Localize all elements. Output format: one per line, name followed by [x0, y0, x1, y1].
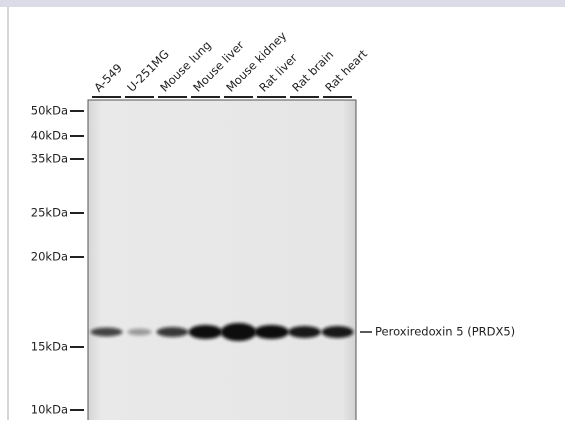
protein-band — [220, 323, 257, 341]
marker-label: 15kDa — [31, 340, 68, 354]
protein-band — [156, 327, 189, 337]
top-border — [0, 0, 565, 7]
protein-band — [127, 328, 152, 336]
band-label: Peroxiredoxin 5 (PRDX5) — [375, 325, 515, 339]
blot-membrane — [87, 99, 357, 424]
marker-label: 10kDa — [31, 403, 68, 417]
protein-band — [288, 326, 321, 338]
marker-label: 40kDa — [31, 129, 68, 143]
protein-band — [254, 325, 289, 339]
protein-band — [90, 327, 123, 337]
marker-label: 25kDa — [31, 206, 68, 220]
marker-label: 50kDa — [31, 104, 68, 118]
marker-label: 35kDa — [31, 152, 68, 166]
protein-band — [321, 326, 354, 338]
marker-label: 20kDa — [31, 250, 68, 264]
lane-label: A-549 — [91, 61, 125, 95]
protein-band — [188, 325, 223, 339]
